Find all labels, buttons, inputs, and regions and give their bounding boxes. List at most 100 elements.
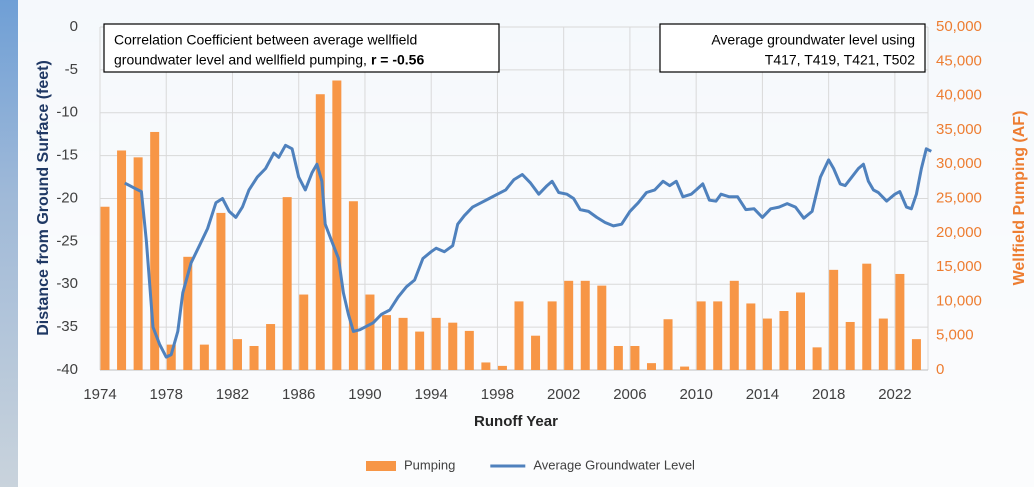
y2-tick-label: 50,000: [936, 18, 982, 35]
y-axis-label: Distance from Ground Surface (feet): [35, 60, 52, 336]
x-tick-label: 2010: [679, 386, 712, 403]
bar: [547, 301, 557, 370]
bar: [497, 365, 507, 370]
bar: [216, 212, 226, 370]
bar: [282, 197, 292, 370]
x-tick-label: 1986: [282, 386, 315, 403]
bar: [183, 256, 193, 370]
x-tick-label: 2006: [613, 386, 646, 403]
bar: [630, 345, 640, 370]
x-tick-label: 2022: [878, 386, 911, 403]
bar: [332, 80, 342, 371]
y-tick-label: 0: [70, 18, 78, 35]
y-tick-label: -10: [56, 104, 78, 121]
bar: [415, 331, 425, 370]
y2-tick-label: 10,000: [936, 292, 982, 309]
bar: [365, 294, 375, 370]
y-tick-label: -15: [56, 147, 78, 164]
y2-tick-label: 0: [936, 361, 944, 378]
annotation-text: groundwater level and wellfield pumping,: [114, 52, 367, 68]
bar: [680, 366, 690, 370]
annotation-box: [103, 23, 500, 73]
bar: [166, 344, 176, 370]
y2-tick-label: 40,000: [936, 87, 982, 104]
bar: [133, 157, 143, 370]
bar: [299, 294, 309, 370]
y2-tick-label: 5,000: [936, 327, 974, 344]
bar: [597, 285, 607, 370]
chart-panel: [18, 0, 1034, 487]
bar: [431, 317, 441, 370]
x-tick-label: 1994: [415, 386, 448, 403]
annotation-box: [659, 23, 926, 73]
bar: [829, 269, 839, 370]
bar: [762, 318, 772, 370]
legend-label: Average Groundwater Level: [533, 457, 695, 472]
y-tick-label: -25: [56, 232, 78, 249]
y-tick-label: -5: [65, 61, 78, 78]
legend-label: Pumping: [404, 457, 455, 472]
bar: [100, 206, 110, 370]
bar: [911, 339, 921, 370]
bar: [481, 362, 491, 370]
x-tick-label: 1978: [150, 386, 183, 403]
bar: [315, 94, 325, 370]
bar: [779, 311, 789, 370]
bar: [448, 322, 458, 370]
bar: [514, 301, 524, 370]
bar: [646, 363, 656, 370]
x-tick-label: 2002: [547, 386, 580, 403]
bar: [117, 150, 127, 370]
y2-tick-label: 15,000: [936, 258, 982, 275]
bar: [531, 335, 541, 370]
x-tick-label: 2014: [746, 386, 779, 403]
bar: [564, 280, 574, 370]
bar: [812, 347, 822, 370]
y-tick-label: -35: [56, 318, 78, 335]
bar: [348, 201, 358, 370]
x-tick-label: 1998: [481, 386, 514, 403]
bar: [580, 280, 590, 370]
bar: [249, 345, 259, 370]
annotation-text: Average groundwater level using: [711, 32, 915, 48]
bar: [796, 292, 806, 370]
bar: [895, 273, 905, 370]
bar: [382, 315, 392, 370]
y2-axis-label: Wellfield Pumping (AF): [1011, 111, 1028, 286]
annotation-text: T417, T419, T421, T502: [765, 52, 915, 68]
y-tick-label: -30: [56, 275, 78, 292]
bar: [613, 345, 623, 370]
bar: [199, 344, 209, 370]
y-tick-label: -40: [56, 361, 78, 378]
bar: [266, 324, 276, 370]
y-tick-label: -20: [56, 189, 78, 206]
annotation-emphasis: r = -0.56: [371, 52, 425, 68]
y2-tick-label: 25,000: [936, 189, 982, 206]
annotation-text: Correlation Coefficient between average …: [114, 32, 417, 48]
x-tick-label: 2018: [812, 386, 845, 403]
x-tick-label: 1990: [348, 386, 381, 403]
x-tick-label: 1982: [216, 386, 249, 403]
bar: [696, 301, 706, 370]
bar: [663, 319, 673, 370]
bar: [713, 301, 723, 370]
line: [124, 143, 932, 359]
bar: [862, 263, 872, 370]
bar: [398, 317, 408, 370]
y2-tick-label: 20,000: [936, 224, 982, 241]
y2-tick-label: 30,000: [936, 155, 982, 172]
y2-tick-label: 45,000: [936, 52, 982, 69]
y2-tick-label: 35,000: [936, 121, 982, 138]
bar: [464, 330, 474, 370]
x-tick-label: 1974: [83, 386, 116, 403]
bar: [232, 339, 242, 370]
bar: [729, 280, 739, 370]
bar: [746, 303, 756, 370]
bar: [878, 318, 888, 370]
x-axis-label: Runoff Year: [474, 413, 558, 430]
bar: [150, 131, 160, 370]
legend-swatch: [366, 461, 396, 471]
bar: [845, 321, 855, 370]
